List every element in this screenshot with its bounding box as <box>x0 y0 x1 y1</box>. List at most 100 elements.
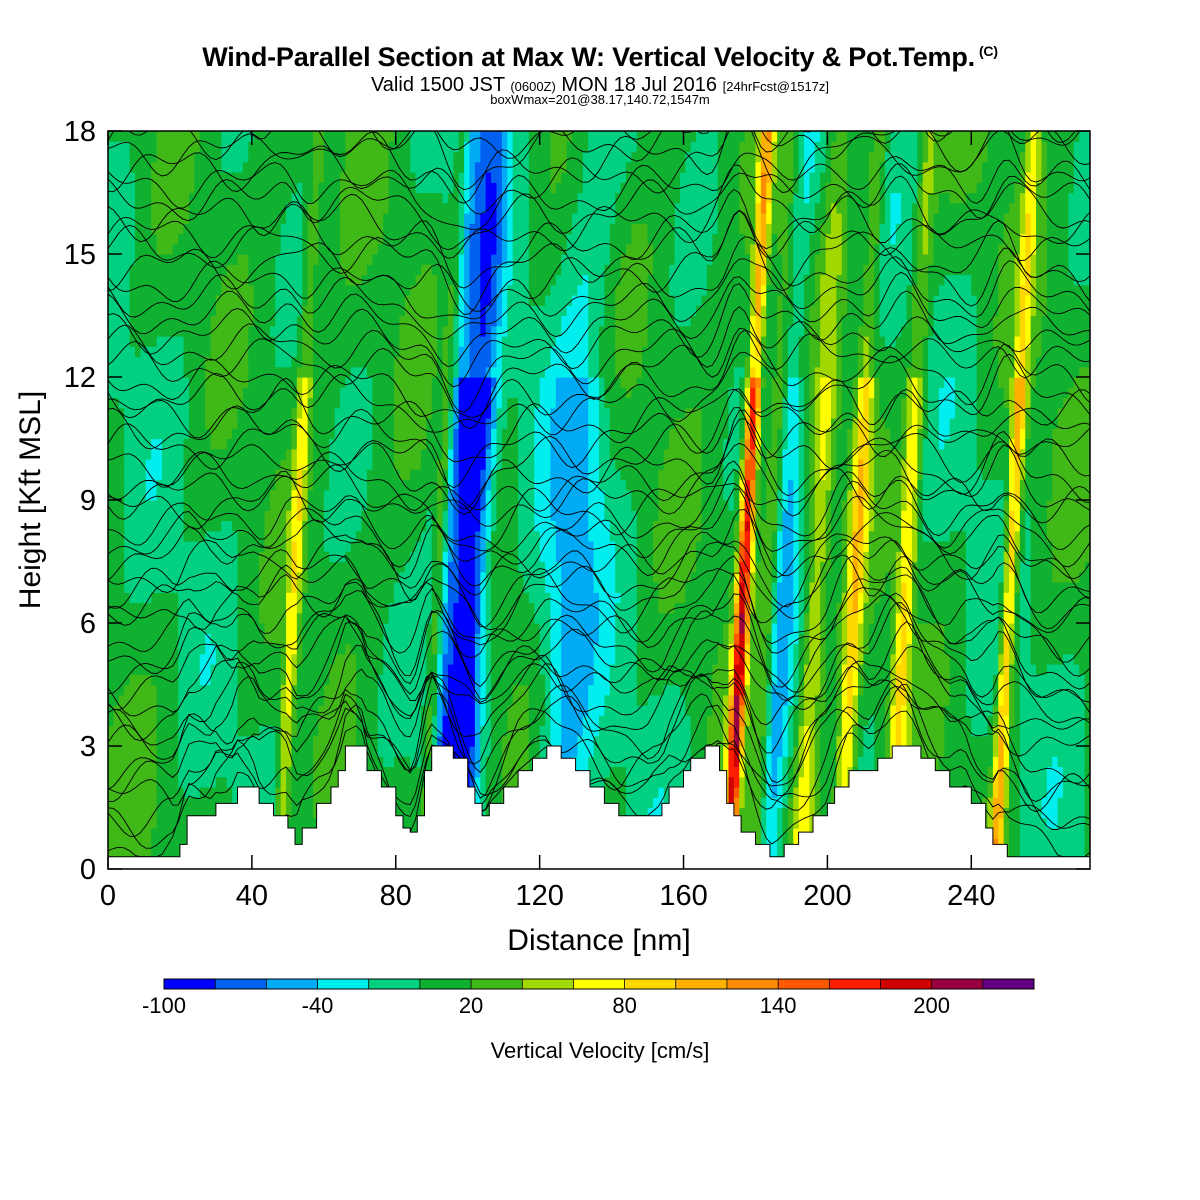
velocity-cell <box>178 479 185 491</box>
velocity-cell <box>469 377 476 388</box>
velocity-cell <box>415 500 422 511</box>
velocity-cell <box>248 602 255 614</box>
velocity-cell <box>275 561 282 573</box>
velocity-cell <box>420 797 427 809</box>
velocity-cell <box>464 172 471 183</box>
velocity-cell <box>464 623 471 634</box>
velocity-cell <box>453 561 460 573</box>
velocity-cell <box>151 264 158 276</box>
velocity-cell <box>226 233 233 245</box>
velocity-cell <box>296 428 303 440</box>
velocity-cell <box>291 346 298 358</box>
velocity-cell <box>145 766 152 778</box>
velocity-cell <box>399 131 406 142</box>
velocity-cell <box>291 233 298 245</box>
velocity-cell <box>172 284 179 296</box>
velocity-cell <box>210 172 217 183</box>
velocity-cell <box>275 172 282 183</box>
velocity-cell <box>145 725 152 737</box>
velocity-cell <box>399 612 406 624</box>
velocity-cell <box>145 377 152 388</box>
velocity-cell <box>340 684 347 696</box>
velocity-cell <box>323 377 330 388</box>
velocity-cell <box>383 387 390 399</box>
velocity-cell <box>286 141 293 153</box>
velocity-cell <box>275 407 282 419</box>
velocity-cell <box>377 407 384 419</box>
velocity-cell <box>329 387 336 399</box>
velocity-cell <box>313 192 320 204</box>
velocity-cell <box>286 418 293 429</box>
velocity-cell <box>469 602 476 614</box>
velocity-cell <box>361 674 368 686</box>
velocity-cell <box>253 428 260 440</box>
velocity-cell <box>210 602 217 614</box>
velocity-cell <box>356 612 363 624</box>
velocity-cell <box>426 254 433 265</box>
velocity-cell <box>167 387 174 399</box>
velocity-cell <box>464 161 471 173</box>
velocity-cell <box>447 541 454 552</box>
velocity-cell <box>188 459 195 470</box>
velocity-cell <box>161 202 168 214</box>
velocity-cell <box>474 295 481 306</box>
velocity-cell <box>226 397 233 409</box>
velocity-cell <box>210 694 217 706</box>
velocity-cell <box>113 254 120 265</box>
velocity-cell <box>329 428 336 440</box>
velocity-cell <box>280 469 287 481</box>
velocity-cell <box>183 705 190 716</box>
velocity-cell <box>129 592 136 604</box>
velocity-cell <box>124 233 131 245</box>
velocity-cell <box>188 407 195 419</box>
velocity-cell <box>447 407 454 419</box>
velocity-cell <box>215 151 222 163</box>
velocity-cell <box>140 715 147 727</box>
velocity-cell <box>334 377 341 388</box>
velocity-cell <box>296 336 303 347</box>
velocity-cell <box>458 551 465 563</box>
velocity-cell <box>280 715 287 727</box>
velocity-cell <box>183 377 190 388</box>
velocity-cell <box>442 592 449 604</box>
velocity-cell <box>156 172 163 183</box>
velocity-cell <box>264 131 271 142</box>
velocity-cell <box>404 428 411 440</box>
velocity-cell <box>474 315 481 327</box>
velocity-cell <box>194 377 201 388</box>
velocity-cell <box>291 264 298 276</box>
velocity-cell <box>226 315 233 327</box>
velocity-cell <box>350 387 357 399</box>
velocity-cell <box>269 315 276 327</box>
velocity-cell <box>264 664 271 675</box>
velocity-cell <box>426 305 433 317</box>
velocity-cell <box>253 151 260 163</box>
velocity-cell <box>129 141 136 153</box>
velocity-cell <box>366 725 373 737</box>
velocity-cell <box>383 664 390 675</box>
velocity-cell <box>242 418 249 429</box>
velocity-cell <box>242 274 249 286</box>
velocity-cell <box>259 141 266 153</box>
velocity-cell <box>259 582 266 593</box>
velocity-cell <box>113 377 120 388</box>
velocity-cell <box>140 131 147 142</box>
velocity-cell <box>437 233 444 245</box>
velocity-cell <box>291 776 298 788</box>
velocity-cell <box>215 387 222 399</box>
velocity-cell <box>393 284 400 296</box>
velocity-cell <box>118 500 125 511</box>
velocity-cell <box>291 571 298 583</box>
velocity-cell <box>350 489 357 501</box>
velocity-cell <box>437 264 444 276</box>
velocity-cell <box>172 500 179 511</box>
velocity-cell <box>113 356 120 368</box>
velocity-cell <box>426 336 433 347</box>
velocity-cell <box>447 305 454 317</box>
velocity-cell <box>318 182 325 194</box>
velocity-cell <box>431 131 438 142</box>
velocity-cell <box>194 561 201 573</box>
velocity-cell <box>361 305 368 317</box>
velocity-cell <box>188 530 195 542</box>
velocity-cell <box>172 684 179 696</box>
